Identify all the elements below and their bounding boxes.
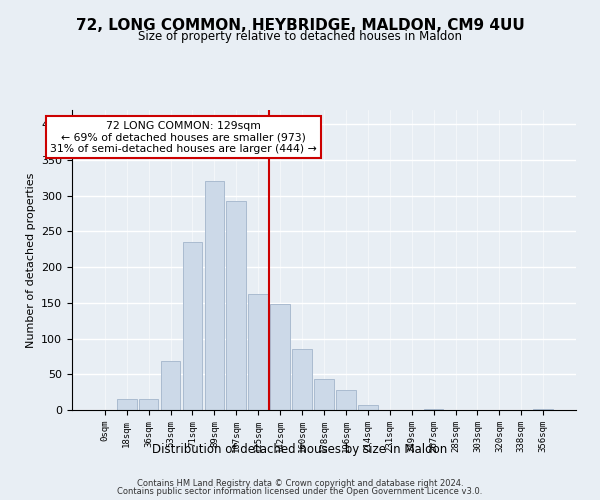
Bar — [314, 378, 334, 410]
Text: Distribution of detached houses by size in Maldon: Distribution of detached houses by size … — [152, 442, 448, 456]
Bar — [205, 182, 224, 410]
Text: Size of property relative to detached houses in Maldon: Size of property relative to detached ho… — [138, 30, 462, 43]
Text: 72, LONG COMMON, HEYBRIDGE, MALDON, CM9 4UU: 72, LONG COMMON, HEYBRIDGE, MALDON, CM9 … — [76, 18, 524, 32]
Text: 72 LONG COMMON: 129sqm
← 69% of detached houses are smaller (973)
31% of semi-de: 72 LONG COMMON: 129sqm ← 69% of detached… — [50, 120, 317, 154]
Bar — [533, 408, 553, 410]
Bar — [248, 294, 268, 410]
Bar — [336, 390, 356, 410]
Bar — [182, 242, 202, 410]
Text: Contains HM Land Registry data © Crown copyright and database right 2024.: Contains HM Land Registry data © Crown c… — [137, 478, 463, 488]
Bar — [292, 350, 312, 410]
Bar — [358, 405, 378, 410]
Bar — [270, 304, 290, 410]
Y-axis label: Number of detached properties: Number of detached properties — [26, 172, 35, 348]
Bar — [139, 400, 158, 410]
Bar — [161, 362, 181, 410]
Text: Contains public sector information licensed under the Open Government Licence v3: Contains public sector information licen… — [118, 487, 482, 496]
Bar — [226, 200, 246, 410]
Bar — [117, 400, 137, 410]
